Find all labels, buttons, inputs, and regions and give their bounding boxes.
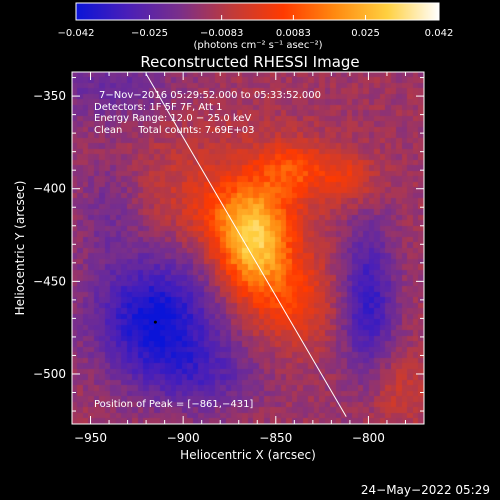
colorbar-unit-label: (photons cm⁻² s⁻¹ asec⁻²) [193, 40, 322, 51]
colorbar-tick-label: 0.042 [425, 28, 454, 39]
limb-line [145, 73, 347, 417]
colorbar-ticks: −0.042 −0.025 −0.0083 0.0083 0.025 0.042 [57, 15, 453, 39]
peak-marker [153, 320, 157, 324]
colorbar-tick-label: −0.025 [131, 28, 168, 39]
x-tick-label: −850 [259, 431, 292, 445]
annotation-energy-range: Energy Range: 12.0 − 25.0 keV [94, 113, 251, 124]
plot-frame [71, 71, 425, 425]
y-tick-label: −500 [33, 367, 66, 381]
axis-ticks: −950 −900 −850 −800 −350 −400 −450 −500 [33, 72, 424, 445]
x-tick-label: −950 [74, 431, 107, 445]
annotation-clean-counts: Clean Total counts: 7.69E+03 [94, 125, 254, 136]
x-tick-label: −900 [167, 431, 200, 445]
y-tick-label: −400 [33, 182, 66, 196]
x-axis-label: Heliocentric X (arcsec) [180, 448, 316, 462]
colorbar-tick-label: −0.042 [57, 28, 94, 39]
colorbar-tick-label: 0.0083 [276, 28, 311, 39]
y-tick-label: −450 [33, 274, 66, 288]
y-tick-label: −350 [33, 89, 66, 103]
annotation-detectors: Detectors: 1F 5F 7F, Att 1 [94, 102, 222, 113]
annotation-peak-position: Position of Peak = [−861,−431] [94, 399, 253, 410]
x-tick-label: −800 [352, 431, 385, 445]
footer-date: 24−May−2022 05:29 [361, 483, 490, 497]
colorbar-tick-label: 0.025 [351, 28, 380, 39]
colorbar [75, 2, 440, 21]
colorbar-tick-label: −0.0083 [200, 28, 243, 39]
chart-title: Reconstructed RHESSI Image [140, 53, 359, 71]
y-axis-label: Heliocentric Y (arcsec) [13, 181, 27, 316]
annotation-time-range: 7−Nov−2016 05:29:52.000 to 05:33:52.000 [99, 90, 321, 101]
